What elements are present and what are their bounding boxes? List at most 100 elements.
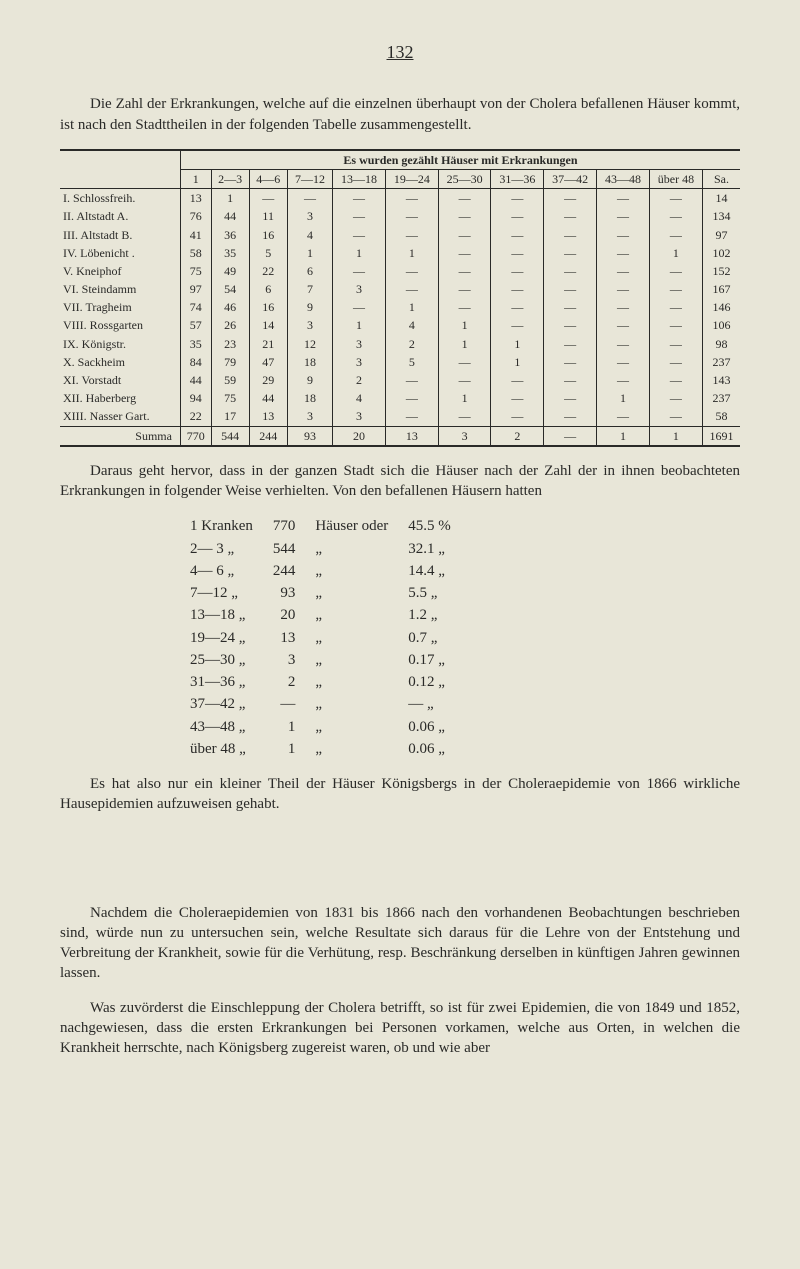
- table-cell: 98: [703, 335, 741, 353]
- pct-cell: 43—48 „: [180, 716, 263, 738]
- table-cell: 12: [287, 335, 332, 353]
- table-cell: 2: [333, 371, 386, 389]
- summa-cell: 1: [597, 426, 650, 446]
- table-cell: —: [438, 244, 491, 262]
- pct-cell: 25—30 „: [180, 649, 263, 671]
- table-cell: —: [649, 207, 702, 225]
- table-cell: —: [438, 189, 491, 208]
- row-label: II. Altstadt A.: [60, 207, 180, 225]
- table-cell: 1: [385, 298, 438, 316]
- summa-cell: 244: [249, 426, 287, 446]
- table-cell: 3: [333, 353, 386, 371]
- table-col: 1: [180, 169, 211, 188]
- summa-cell: 3: [438, 426, 491, 446]
- table-cell: 94: [180, 389, 211, 407]
- table-cell: —: [544, 353, 597, 371]
- table-cell: 17: [211, 407, 249, 426]
- table-cell: 3: [333, 335, 386, 353]
- table-cell: 49: [211, 262, 249, 280]
- table-cell: 4: [333, 389, 386, 407]
- table-col: 43—48: [597, 169, 650, 188]
- table-cell: —: [385, 262, 438, 280]
- table-cell: —: [438, 298, 491, 316]
- table-cell: 1: [438, 335, 491, 353]
- table-cell: 9: [287, 371, 332, 389]
- table-cell: —: [491, 316, 544, 334]
- table-cell: —: [597, 316, 650, 334]
- table-cell: 22: [180, 407, 211, 426]
- table-cell: 35: [180, 335, 211, 353]
- table-cell: —: [491, 407, 544, 426]
- table-row: III. Altstadt B.4136164———————97: [60, 226, 740, 244]
- table-cell: —: [544, 316, 597, 334]
- pct-cell: „: [305, 627, 398, 649]
- table-cell: 3: [287, 407, 332, 426]
- summa-cell: 544: [211, 426, 249, 446]
- table-cell: 23: [211, 335, 249, 353]
- table-cell: 75: [180, 262, 211, 280]
- table-cell: —: [649, 335, 702, 353]
- table-cell: —: [544, 389, 597, 407]
- table-cell: —: [544, 189, 597, 208]
- table-col: über 48: [649, 169, 702, 188]
- table-cell: 4: [385, 316, 438, 334]
- table-cell: 6: [287, 262, 332, 280]
- pct-cell: „: [305, 538, 398, 560]
- row-label: V. Kneiphof: [60, 262, 180, 280]
- table-cell: —: [385, 207, 438, 225]
- table-cell: —: [649, 353, 702, 371]
- table-cell: 76: [180, 207, 211, 225]
- table-cell: 44: [180, 371, 211, 389]
- table-cell: —: [597, 407, 650, 426]
- table-cell: 47: [249, 353, 287, 371]
- table-cell: —: [597, 353, 650, 371]
- row-label: IX. Königstr.: [60, 335, 180, 353]
- table-col-blank: [60, 169, 180, 188]
- table-cell: —: [333, 262, 386, 280]
- table-header-row: 1 2—3 4—6 7—12 13—18 19—24 25—30 31—36 3…: [60, 169, 740, 188]
- table-cell: —: [438, 207, 491, 225]
- table-cell: —: [385, 407, 438, 426]
- row-label: VI. Steindamm: [60, 280, 180, 298]
- table-cell: —: [544, 298, 597, 316]
- table-cell: 7: [287, 280, 332, 298]
- table-row: XI. Vorstadt44592992——————143: [60, 371, 740, 389]
- summa-cell: 2: [491, 426, 544, 446]
- pct-cell: 5.5 „: [398, 582, 461, 604]
- pct-cell: 0.7 „: [398, 627, 461, 649]
- table-cell: —: [333, 207, 386, 225]
- table-cell: —: [597, 371, 650, 389]
- table-cell: —: [649, 298, 702, 316]
- row-label: XI. Vorstadt: [60, 371, 180, 389]
- table-cell: —: [385, 389, 438, 407]
- table-cell: 3: [287, 316, 332, 334]
- table-cell: 1: [491, 353, 544, 371]
- table-col: 37—42: [544, 169, 597, 188]
- table-cell: 5: [249, 244, 287, 262]
- table-cell: —: [544, 407, 597, 426]
- table-cell: —: [333, 189, 386, 208]
- table-cell: 59: [211, 371, 249, 389]
- table-cell: 79: [211, 353, 249, 371]
- table-cell: 1: [385, 244, 438, 262]
- table-cell: 1: [438, 316, 491, 334]
- pct-cell: „: [305, 649, 398, 671]
- pct-cell: „: [305, 560, 398, 582]
- pct-row: 1 Kranken770Häuser oder45.5 %: [180, 515, 461, 537]
- row-label: VII. Tragheim: [60, 298, 180, 316]
- pct-cell: 13: [263, 627, 306, 649]
- row-label: IV. Löbenicht .: [60, 244, 180, 262]
- table-cell: 22: [249, 262, 287, 280]
- table-cell: 57: [180, 316, 211, 334]
- table-cell: —: [249, 189, 287, 208]
- pct-cell: „: [305, 582, 398, 604]
- table-cell: —: [597, 207, 650, 225]
- table-cell: —: [491, 226, 544, 244]
- pct-row: 2— 3 „544„32.1 „: [180, 538, 461, 560]
- erkrankungen-table: Es wurden gezählt Häuser mit Erkrankunge…: [60, 149, 740, 447]
- table-cell: 3: [333, 280, 386, 298]
- table-cell: —: [491, 207, 544, 225]
- pct-cell: „: [305, 693, 398, 715]
- pct-row: 25—30 „3„0.17 „: [180, 649, 461, 671]
- table-cell: —: [544, 244, 597, 262]
